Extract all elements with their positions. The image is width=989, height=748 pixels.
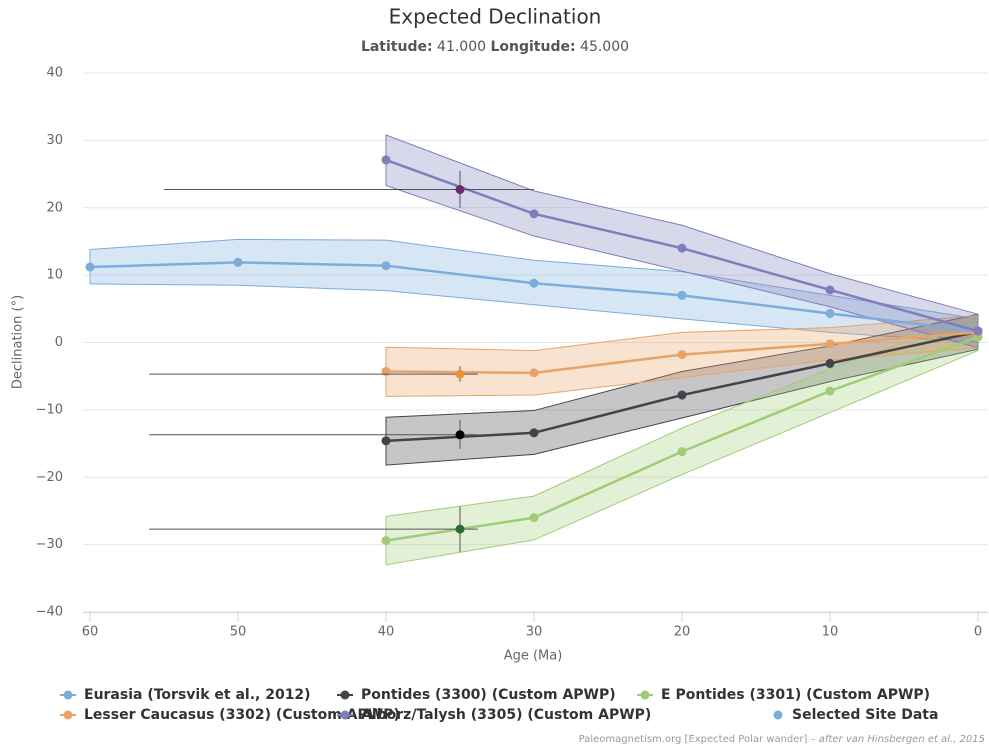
x-tick-label: 10 <box>822 625 839 640</box>
series-point <box>233 257 243 267</box>
legend-marker <box>773 710 783 720</box>
y-tick-label: −20 <box>36 470 63 485</box>
subtitle-part: Latitude: <box>361 39 433 55</box>
series-point <box>677 243 687 253</box>
y-axis-label: Declination (°) <box>11 295 26 389</box>
chart-subtitle: Latitude: 41.000 Longitude: 45.000 <box>361 39 629 55</box>
y-tick-label: −30 <box>36 537 63 552</box>
series-point <box>381 155 391 165</box>
series-point <box>677 447 687 457</box>
x-tick-label: 40 <box>378 625 395 640</box>
x-tick-label: 0 <box>974 625 982 640</box>
series-point <box>381 436 391 446</box>
x-axis-label: Age (Ma) <box>504 649 563 664</box>
series-point <box>825 285 835 295</box>
series-point <box>677 350 687 360</box>
series-point <box>381 261 391 271</box>
y-tick-label: 20 <box>46 200 63 215</box>
series-point <box>973 326 983 336</box>
series-point <box>825 339 835 349</box>
x-tick-label: 60 <box>82 625 99 640</box>
site-point <box>455 185 465 195</box>
credit-text: – after van Hinsbergen et al., 2015 <box>811 734 985 745</box>
legend-marker <box>63 690 73 700</box>
x-tick-label: 30 <box>526 625 543 640</box>
legend-marker <box>63 710 73 720</box>
x-tick-label: 20 <box>674 625 691 640</box>
site-point <box>455 369 465 379</box>
legend-label: Eurasia (Torsvik et al., 2012) <box>84 687 311 703</box>
series-point <box>825 386 835 396</box>
legend-label: Pontides (3300) (Custom APWP) <box>361 687 616 703</box>
series-point <box>677 390 687 400</box>
legend-marker <box>340 690 350 700</box>
subtitle-part: 45.000 <box>580 39 629 55</box>
site-point <box>455 524 465 534</box>
site-point <box>455 430 465 440</box>
series-point <box>529 428 539 438</box>
y-tick-label: 0 <box>55 335 63 350</box>
series-point <box>381 536 391 546</box>
legend-label: Lesser Caucasus (3302) (Custom APWP) <box>84 707 400 723</box>
subtitle-part: 41.000 <box>437 39 486 55</box>
subtitle-part: Longitude: <box>490 39 575 55</box>
legend-label: Selected Site Data <box>792 707 938 723</box>
y-tick-label: 40 <box>46 66 63 81</box>
y-tick-label: −10 <box>36 402 63 417</box>
legend-label: Alborz/Talysh (3305) (Custom APWP) <box>361 707 651 723</box>
series-point <box>529 278 539 288</box>
chart-title: Expected Declination <box>389 5 602 29</box>
series-point <box>825 358 835 368</box>
y-tick-label: 10 <box>46 268 63 283</box>
range-band <box>385 314 979 566</box>
x-tick-label: 50 <box>230 625 247 640</box>
credit-text: Paleomagnetism.org [Expected Polar wande… <box>579 734 808 745</box>
series-point <box>677 290 687 300</box>
legend-marker <box>640 690 650 700</box>
range-band <box>385 134 979 349</box>
series-point <box>85 262 95 272</box>
legend-label: E Pontides (3301) (Custom APWP) <box>661 687 930 703</box>
series-point <box>529 209 539 219</box>
series-point <box>529 513 539 523</box>
credit: Paleomagnetism.org [Expected Polar wande… <box>579 734 985 745</box>
series-point <box>529 368 539 378</box>
legend-marker <box>340 710 350 720</box>
series-point <box>825 309 835 319</box>
y-tick-label: −40 <box>36 605 63 620</box>
y-tick-label: 30 <box>46 133 63 148</box>
